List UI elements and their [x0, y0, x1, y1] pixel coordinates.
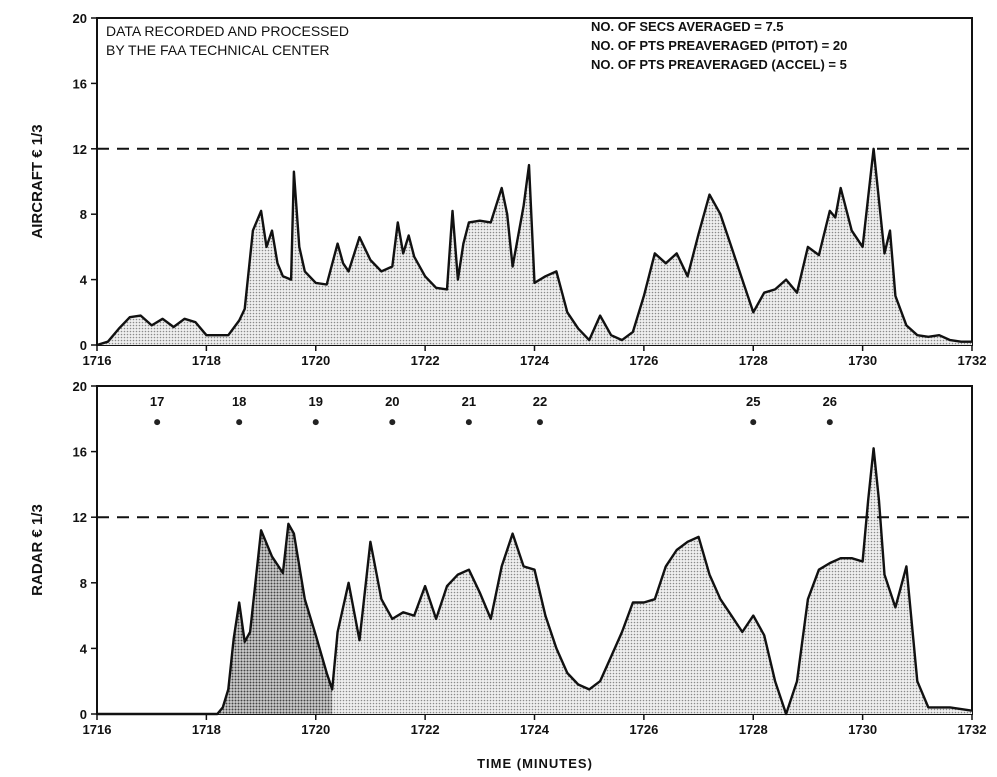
radar-x-tick-label: 1724	[520, 722, 550, 737]
radar-marker-point	[389, 419, 396, 426]
aircraft-x-tick-label: 1726	[629, 353, 658, 368]
radar-marker-point	[826, 419, 833, 426]
radar-x-tick-label: 1716	[83, 722, 112, 737]
aircraft-x-tick-label: 1724	[520, 353, 550, 368]
aircraft-area-layer	[96, 147, 972, 347]
radar-marker-point	[312, 419, 319, 426]
x-axis-label: TIME (MINUTES)	[477, 756, 593, 771]
radar-area-layer	[97, 447, 973, 716]
radar-marker-point	[154, 419, 161, 426]
aircraft-x-tick-label: 1728	[739, 353, 768, 368]
radar-x-ticks: 1716 1718 1720 1722 1724 1726 1728 1730 1732	[83, 714, 987, 737]
aircraft-y-axis-label: AIRCRAFT € 1/3	[29, 124, 46, 238]
radar-x-tick-label: 1722	[411, 722, 440, 737]
annotation-right-line-1: NO. OF SECS AVERAGED = 7.5	[591, 19, 784, 34]
aircraft-y-tick-label: 16	[73, 76, 87, 91]
radar-marker-point	[465, 419, 472, 426]
aircraft-x-tick-label: 1730	[848, 353, 877, 368]
radar-y-tick-label: 20	[73, 379, 87, 394]
radar-marker-label: 21	[462, 394, 476, 409]
radar-marker-point	[536, 419, 543, 426]
aircraft-x-ticks: 1716 1718 1720 1722 1724 1726 1728 1730 1732	[83, 345, 987, 368]
annotation-left-line-1: DATA RECORDED AND PROCESSED	[106, 23, 349, 39]
radar-x-tick-label: 1720	[301, 722, 330, 737]
aircraft-y-tick-label: 4	[80, 273, 88, 288]
radar-x-tick-label: 1718	[192, 722, 221, 737]
aircraft-x-tick-label: 1718	[192, 353, 221, 368]
aircraft-y-tick-label: 12	[73, 142, 87, 157]
annotation-right-line-3: NO. OF PTS PREAVERAGED (ACCEL) = 5	[591, 57, 847, 72]
radar-y-axis-label: RADAR € 1/3	[29, 504, 46, 596]
radar-series-line	[97, 447, 973, 716]
aircraft-x-tick-label: 1722	[411, 353, 440, 368]
annotation-right-line-2: NO. OF PTS PREAVERAGED (PITOT) = 20	[591, 38, 847, 53]
radar-y-tick-label: 16	[73, 445, 87, 460]
radar-y-tick-label: 0	[80, 707, 87, 722]
aircraft-y-tick-label: 8	[80, 207, 87, 222]
radar-area-fill-dark	[206, 523, 333, 714]
aircraft-y-tick-label: 20	[73, 11, 87, 26]
radar-marker-label: 22	[533, 394, 547, 409]
radar-x-tick-label: 1726	[629, 722, 658, 737]
radar-marker-point	[750, 419, 757, 426]
radar-marker-label: 18	[232, 394, 246, 409]
aircraft-series-line	[96, 147, 972, 347]
radar-marker-point	[236, 419, 243, 426]
annotation-left-line-2: BY THE FAA TECHNICAL CENTER	[106, 42, 330, 58]
radar-x-tick-label: 1732	[958, 722, 987, 737]
radar-y-tick-label: 4	[80, 641, 88, 656]
radar-area-fill	[97, 448, 972, 714]
aircraft-area-fill	[97, 148, 972, 345]
aircraft-y-tick-label: 0	[80, 338, 87, 353]
radar-marker-label: 19	[309, 394, 323, 409]
radar-x-tick-label: 1728	[739, 722, 768, 737]
aircraft-x-tick-label: 1720	[301, 353, 330, 368]
radar-x-tick-label: 1730	[848, 722, 877, 737]
aircraft-x-tick-label: 1732	[958, 353, 987, 368]
radar-marker-label: 26	[823, 394, 837, 409]
radar-marker-label: 20	[385, 394, 399, 409]
radar-markers: 17 18 19 20 21 22 25 26	[150, 394, 837, 426]
aircraft-x-tick-label: 1716	[83, 353, 112, 368]
radar-y-tick-label: 8	[80, 576, 87, 591]
radar-marker-label: 25	[746, 394, 760, 409]
radar-y-ticks: 0 4 8 12 16 20	[73, 379, 97, 722]
radar-marker-label: 17	[150, 394, 164, 409]
radar-y-tick-label: 12	[73, 510, 87, 525]
aircraft-y-ticks: 0 4 8 12 16 20	[73, 11, 97, 353]
